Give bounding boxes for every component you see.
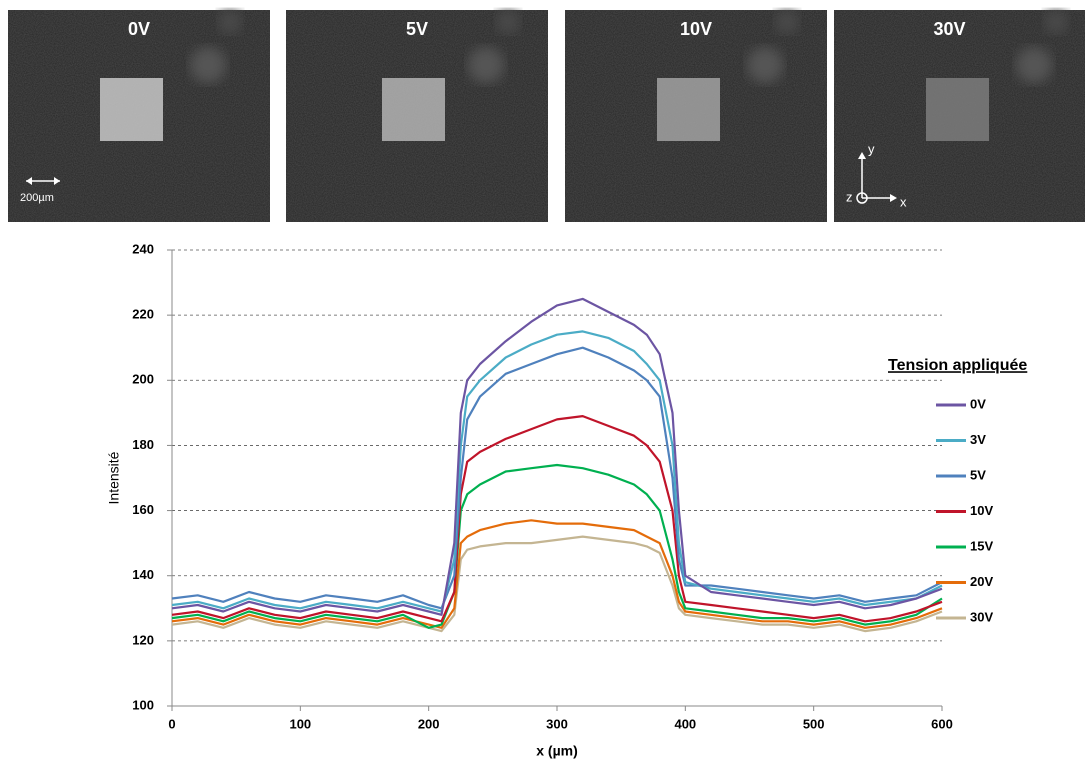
image-square — [382, 78, 445, 141]
image-blob — [1044, 10, 1068, 34]
legend-label: 3V — [970, 432, 986, 447]
series-line — [171, 415, 943, 623]
x-tick-label: 500 — [803, 716, 825, 731]
legend-label: 5V — [970, 467, 986, 482]
series-line — [171, 346, 943, 610]
image-label: 5V — [406, 19, 428, 39]
x-tick-label: 600 — [931, 716, 953, 731]
axis-arrows — [861, 155, 893, 199]
scale-label: 200µm — [20, 192, 54, 204]
legend-label: 10V — [970, 503, 993, 518]
y-tick-label: 180 — [132, 437, 154, 452]
series-line — [171, 535, 943, 633]
y-tick-label: 140 — [132, 567, 154, 582]
series-line — [171, 519, 943, 629]
legend-label: 0V — [970, 396, 986, 411]
series-line — [171, 297, 943, 616]
series-line — [171, 463, 943, 629]
x-tick-label: 200 — [418, 716, 440, 731]
legend-label: 15V — [970, 538, 993, 553]
x-tick-label: 300 — [546, 716, 568, 731]
y-tick-label: 100 — [132, 697, 154, 712]
series-line — [171, 330, 943, 613]
image-blob — [496, 10, 520, 34]
y-tick-label: 120 — [132, 632, 154, 647]
axis-heads — [858, 152, 897, 202]
image-blob — [190, 47, 226, 83]
axis-x: x — [900, 194, 907, 209]
image-blob — [218, 10, 242, 34]
y-tick-label: 240 — [132, 241, 154, 256]
image-blob — [1016, 47, 1052, 83]
image-square — [657, 78, 720, 141]
x-tick-label: 400 — [674, 716, 696, 731]
legend-label: 30V — [970, 609, 993, 624]
image-label: 30V — [933, 19, 965, 39]
axis-y: y — [868, 141, 875, 156]
image-blob — [775, 10, 799, 34]
image-blob — [468, 47, 504, 83]
x-axis-title: x (µm) — [536, 743, 578, 759]
image-label: 0V — [128, 19, 150, 39]
image-blob — [747, 47, 783, 83]
y-tick-label: 160 — [132, 502, 154, 517]
axis-z: z — [846, 189, 853, 204]
x-tick-label: 0 — [168, 716, 175, 731]
legend-label: 20V — [970, 574, 993, 589]
y-tick-label: 220 — [132, 307, 154, 322]
legend-title: Tension appliquée — [888, 357, 1027, 374]
x-tick-label: 100 — [289, 716, 311, 731]
y-tick-label: 200 — [132, 372, 154, 387]
image-square — [926, 78, 989, 141]
image-label: 10V — [680, 19, 712, 39]
y-axis-title: Intensité — [106, 451, 122, 504]
image-square — [100, 78, 163, 141]
